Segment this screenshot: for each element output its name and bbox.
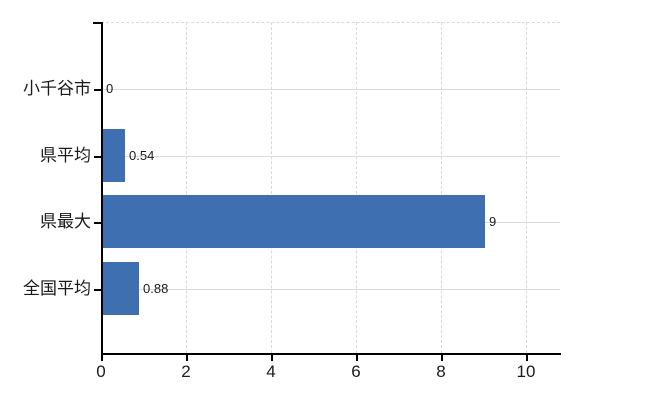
x-axis-tick-4 — [271, 355, 273, 361]
category-label-2: 県最大 — [40, 212, 91, 231]
x-axis-tick-8 — [441, 355, 443, 361]
x-axis-tick-10 — [526, 355, 528, 361]
bar-2 — [102, 195, 485, 248]
bar-3 — [102, 262, 139, 315]
horizontal-gridline-1 — [101, 156, 560, 157]
x-axis-tick-6 — [356, 355, 358, 361]
x-tick-label-10: 10 — [516, 362, 536, 381]
value-label-2: 9 — [489, 214, 497, 229]
y-axis-tick-2 — [94, 222, 101, 224]
y-axis-tick-1 — [94, 156, 101, 158]
category-label-0: 小千谷市 — [23, 79, 91, 98]
bar-1 — [102, 129, 125, 182]
category-label-3: 全国平均 — [23, 279, 91, 298]
value-label-1: 0.54 — [129, 148, 155, 163]
value-label-0: 0 — [106, 81, 114, 96]
x-tick-label-2: 2 — [181, 362, 191, 381]
y-axis-top-cap — [93, 22, 101, 24]
y-axis-tick-0 — [94, 89, 101, 91]
plot-top-border — [101, 22, 560, 23]
vertical-gridline-10 — [526, 22, 527, 353]
y-axis-tick-3 — [94, 289, 101, 291]
y-axis-line — [101, 22, 103, 354]
horizontal-gridline-0 — [101, 89, 560, 90]
x-axis-line — [101, 353, 561, 355]
category-label-1: 県平均 — [40, 146, 91, 165]
x-axis-tick-0 — [101, 355, 103, 361]
x-tick-label-8: 8 — [436, 362, 446, 381]
vertical-gridline-8 — [441, 22, 442, 353]
vertical-gridline-4 — [271, 22, 272, 353]
x-tick-label-0: 0 — [96, 362, 106, 381]
x-tick-label-6: 6 — [351, 362, 361, 381]
x-tick-label-4: 4 — [266, 362, 276, 381]
horizontal-gridline-3 — [101, 289, 560, 290]
vertical-gridline-6 — [356, 22, 357, 353]
vertical-gridline-2 — [186, 22, 187, 353]
value-label-3: 0.88 — [143, 281, 169, 296]
x-axis-tick-2 — [186, 355, 188, 361]
